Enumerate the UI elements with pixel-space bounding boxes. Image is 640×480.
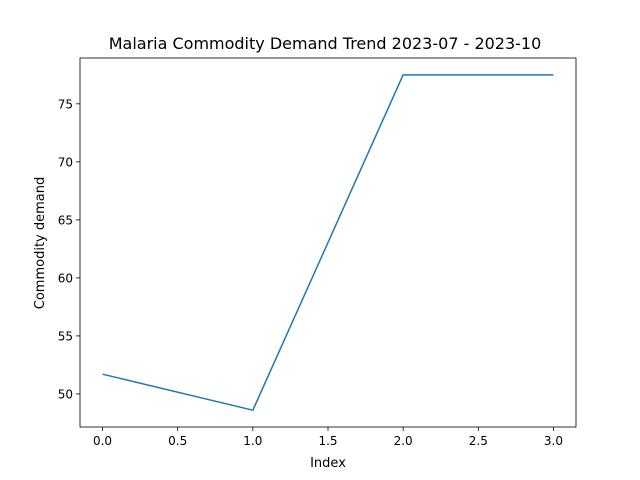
x-tick-label: 3.0 — [544, 434, 563, 448]
y-axis-label: Commodity demand — [33, 177, 48, 309]
y-tick-label: 50 — [58, 387, 73, 401]
x-axis-label: Index — [310, 456, 346, 471]
y-tick-label: 70 — [58, 155, 73, 169]
x-tick-label: 1.0 — [243, 434, 262, 448]
x-tick-label: 0.0 — [93, 434, 112, 448]
x-tick-label: 0.5 — [168, 434, 187, 448]
y-tick-label: 65 — [58, 213, 73, 227]
y-tick-label: 55 — [58, 329, 73, 343]
series-line-0 — [102, 74, 554, 411]
x-tick-label: 2.5 — [469, 434, 488, 448]
y-tick-label: 60 — [58, 271, 73, 285]
x-tick-label: 2.0 — [394, 434, 413, 448]
chart-title: Malaria Commodity Demand Trend 2023-07 -… — [109, 34, 542, 53]
x-tick-label: 1.5 — [318, 434, 337, 448]
y-tick-label: 75 — [58, 97, 73, 111]
plot-area: 0.0 0.5 1.0 1.5 2.0 2.5 3.0 50 55 60 65 70 75 — [58, 57, 577, 448]
